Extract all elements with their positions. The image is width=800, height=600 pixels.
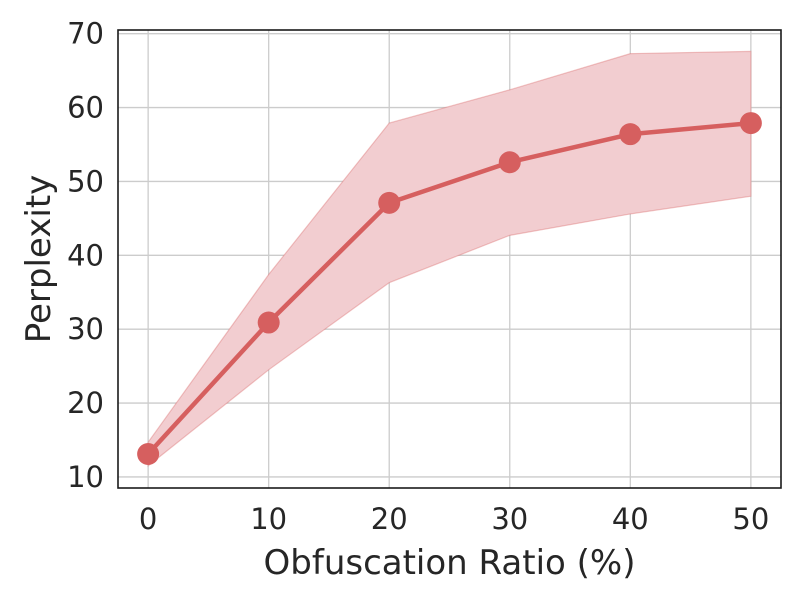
x-tick-labels: 0 10 20 30 40 50 bbox=[139, 502, 769, 536]
data-point bbox=[137, 443, 160, 466]
x-axis-label: Obfuscation Ratio (%) bbox=[264, 543, 636, 583]
x-tick-label: 20 bbox=[371, 502, 408, 536]
y-tick-label: 70 bbox=[67, 17, 104, 51]
plot-frame bbox=[117, 29, 782, 489]
y-tick-label: 50 bbox=[67, 164, 104, 198]
x-tick-label: 0 bbox=[139, 502, 157, 536]
data-point bbox=[739, 112, 762, 135]
y-tick-label: 60 bbox=[67, 91, 104, 125]
data-point bbox=[619, 123, 642, 146]
y-axis-label: Perplexity bbox=[19, 175, 59, 344]
x-tick-label: 10 bbox=[250, 502, 287, 536]
data-point bbox=[378, 191, 401, 214]
data-point bbox=[257, 311, 280, 334]
y-tick-label: 40 bbox=[67, 238, 104, 272]
series-line-group bbox=[146, 120, 752, 456]
data-point bbox=[498, 151, 521, 174]
confidence-band-group bbox=[147, 50, 752, 468]
x-tick-label: 40 bbox=[612, 502, 649, 536]
y-tick-label: 20 bbox=[67, 386, 104, 420]
x-tick-label: 30 bbox=[491, 502, 528, 536]
y-tick-label: 10 bbox=[67, 460, 104, 494]
series-line bbox=[146, 120, 752, 456]
y-tick-label: 30 bbox=[67, 312, 104, 346]
y-tick-labels: 10 20 30 40 50 60 70 bbox=[67, 17, 104, 494]
data-points bbox=[137, 112, 762, 466]
x-tick-label: 50 bbox=[732, 502, 769, 536]
confidence-band bbox=[147, 50, 752, 468]
